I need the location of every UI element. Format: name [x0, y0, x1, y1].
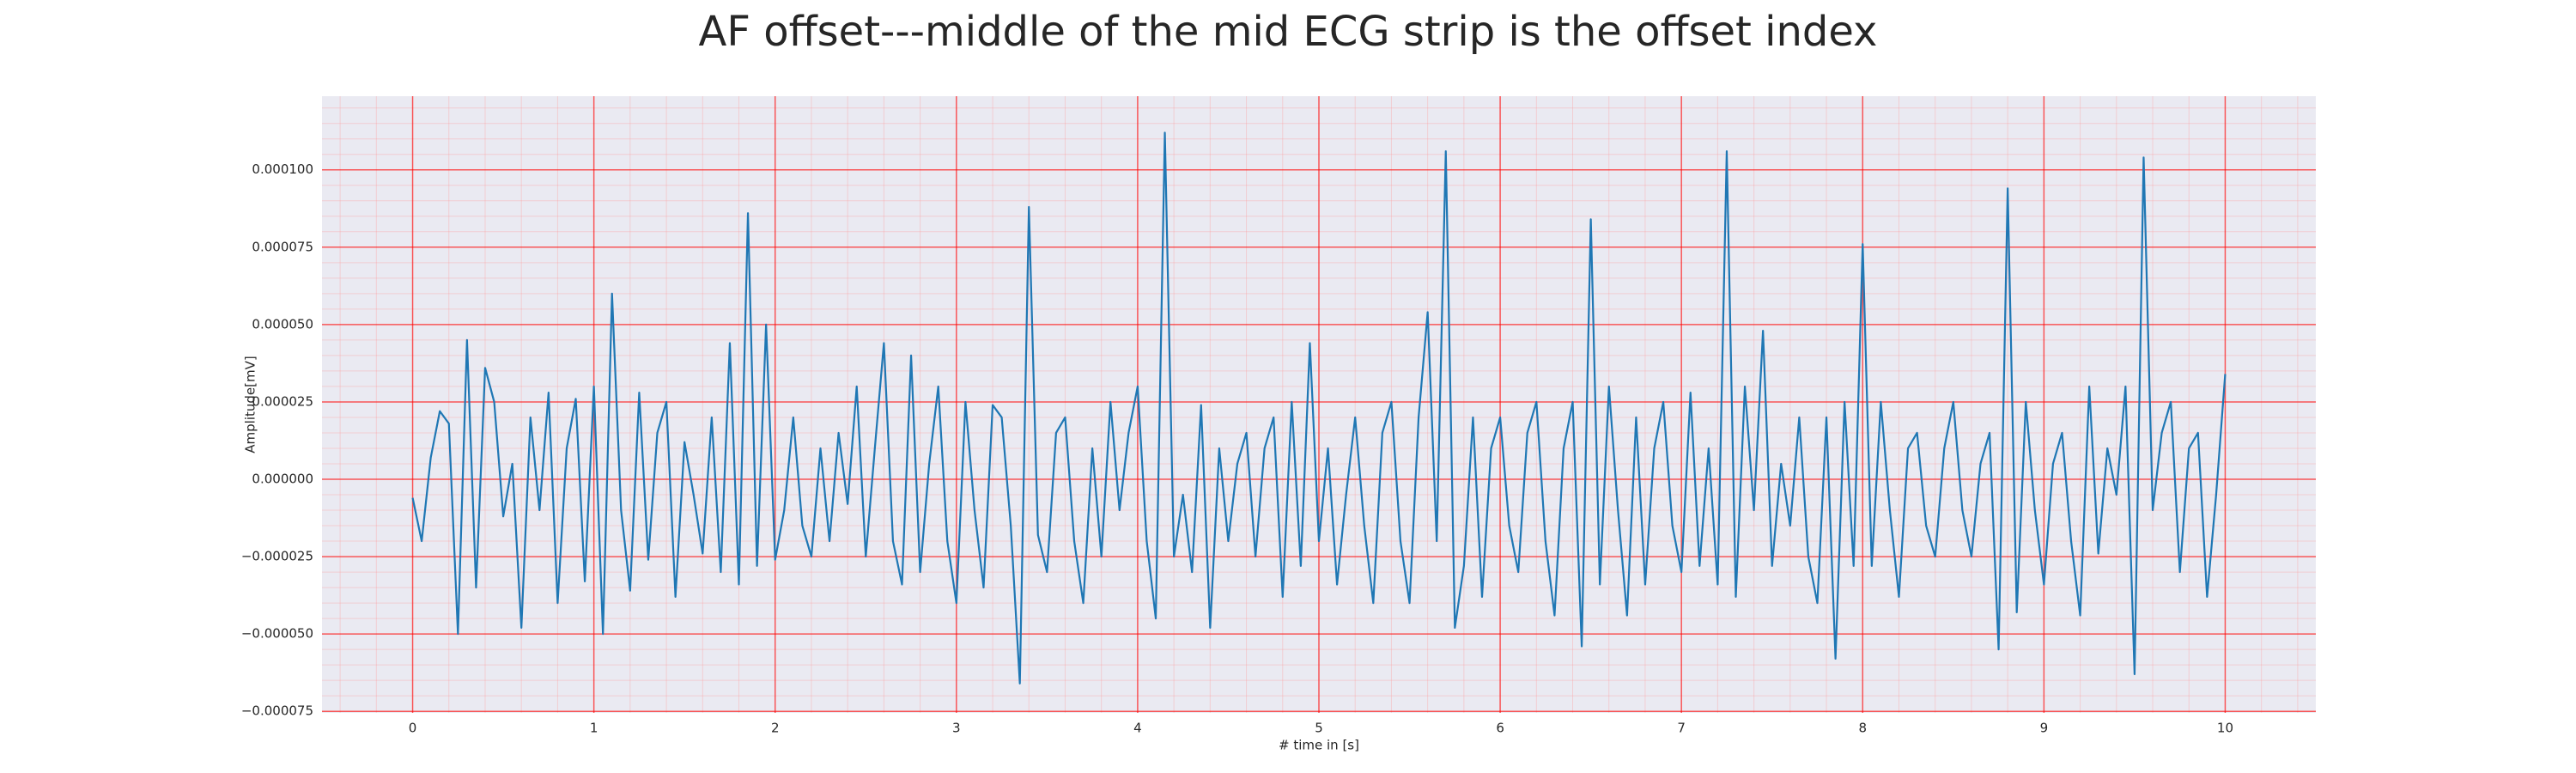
y-tick-label: 0.000025: [252, 393, 313, 409]
x-tick-label: 6: [1496, 721, 1504, 736]
x-tick-label: 3: [952, 721, 961, 736]
chart-title: AF offset---middle of the mid ECG strip …: [699, 8, 1878, 56]
y-axis-label: Amplitude[mV]: [243, 356, 258, 453]
x-tick-label: 8: [1858, 721, 1867, 736]
y-tick-label: 0.000075: [252, 239, 313, 254]
x-tick-label: 9: [2040, 721, 2049, 736]
y-tick-label: −0.000025: [241, 549, 313, 564]
y-tick-label: −0.000050: [241, 626, 313, 642]
x-axis-label: # time in [s]: [1279, 738, 1359, 753]
signal-line: [411, 131, 2227, 685]
y-tick-label: 0.000050: [252, 316, 313, 332]
x-tick-label: 2: [771, 721, 780, 736]
x-tick-label: 4: [1133, 721, 1142, 736]
x-tick-label: 10: [2217, 721, 2233, 736]
x-tick-label: 1: [590, 721, 598, 736]
y-tick-label: 0.000100: [252, 161, 313, 177]
y-tick-label: −0.000075: [241, 703, 313, 719]
y-tick-label: 0.000000: [252, 472, 313, 487]
x-tick-label: 0: [409, 721, 417, 736]
x-tick-label: 5: [1315, 721, 1323, 736]
x-tick-label: 7: [1677, 721, 1686, 736]
